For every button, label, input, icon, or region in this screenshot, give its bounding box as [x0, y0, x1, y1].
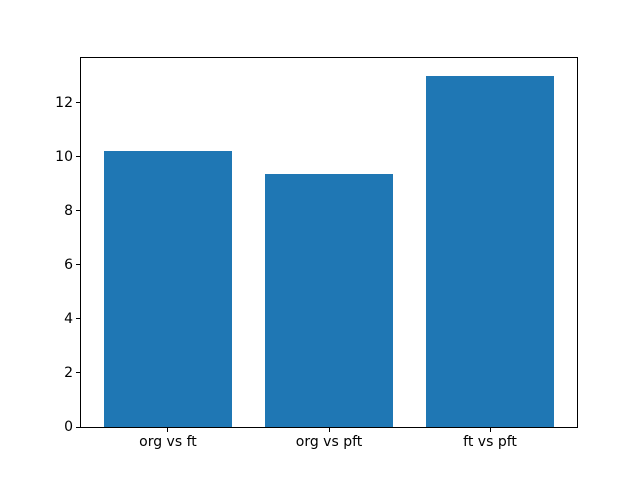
x-axis-tick: [167, 428, 169, 432]
y-axis-tick: [76, 264, 80, 266]
y-axis-tick: [76, 372, 80, 374]
y-axis-tick-label: 12: [55, 94, 73, 111]
x-axis-tick-label: org vs ft: [139, 434, 197, 450]
x-axis-tick: [489, 428, 491, 432]
x-axis-tick: [328, 428, 330, 432]
y-axis-tick-label: 6: [64, 256, 73, 273]
y-axis-tick-label: 10: [55, 148, 73, 165]
y-axis-tick-label: 0: [64, 419, 73, 435]
y-axis-tick: [76, 102, 80, 104]
y-axis-tick: [76, 156, 80, 158]
y-axis-tick-label: 2: [64, 364, 73, 381]
bar: [425, 75, 555, 427]
y-axis-tick: [76, 318, 80, 320]
x-axis-tick-label: org vs pft: [295, 434, 363, 450]
y-axis-tick: [76, 426, 80, 428]
bar: [264, 174, 394, 427]
bar: [103, 151, 233, 427]
y-axis-tick-label: 8: [64, 202, 73, 219]
y-axis-tick-label: 4: [64, 310, 73, 327]
x-axis-tick-label: ft vs pft: [463, 434, 517, 450]
y-axis-tick: [76, 210, 80, 212]
plot-area: 0 2 4 6 8 10 12 org vs ft org vs pft ft vs pft: [55, 57, 578, 450]
